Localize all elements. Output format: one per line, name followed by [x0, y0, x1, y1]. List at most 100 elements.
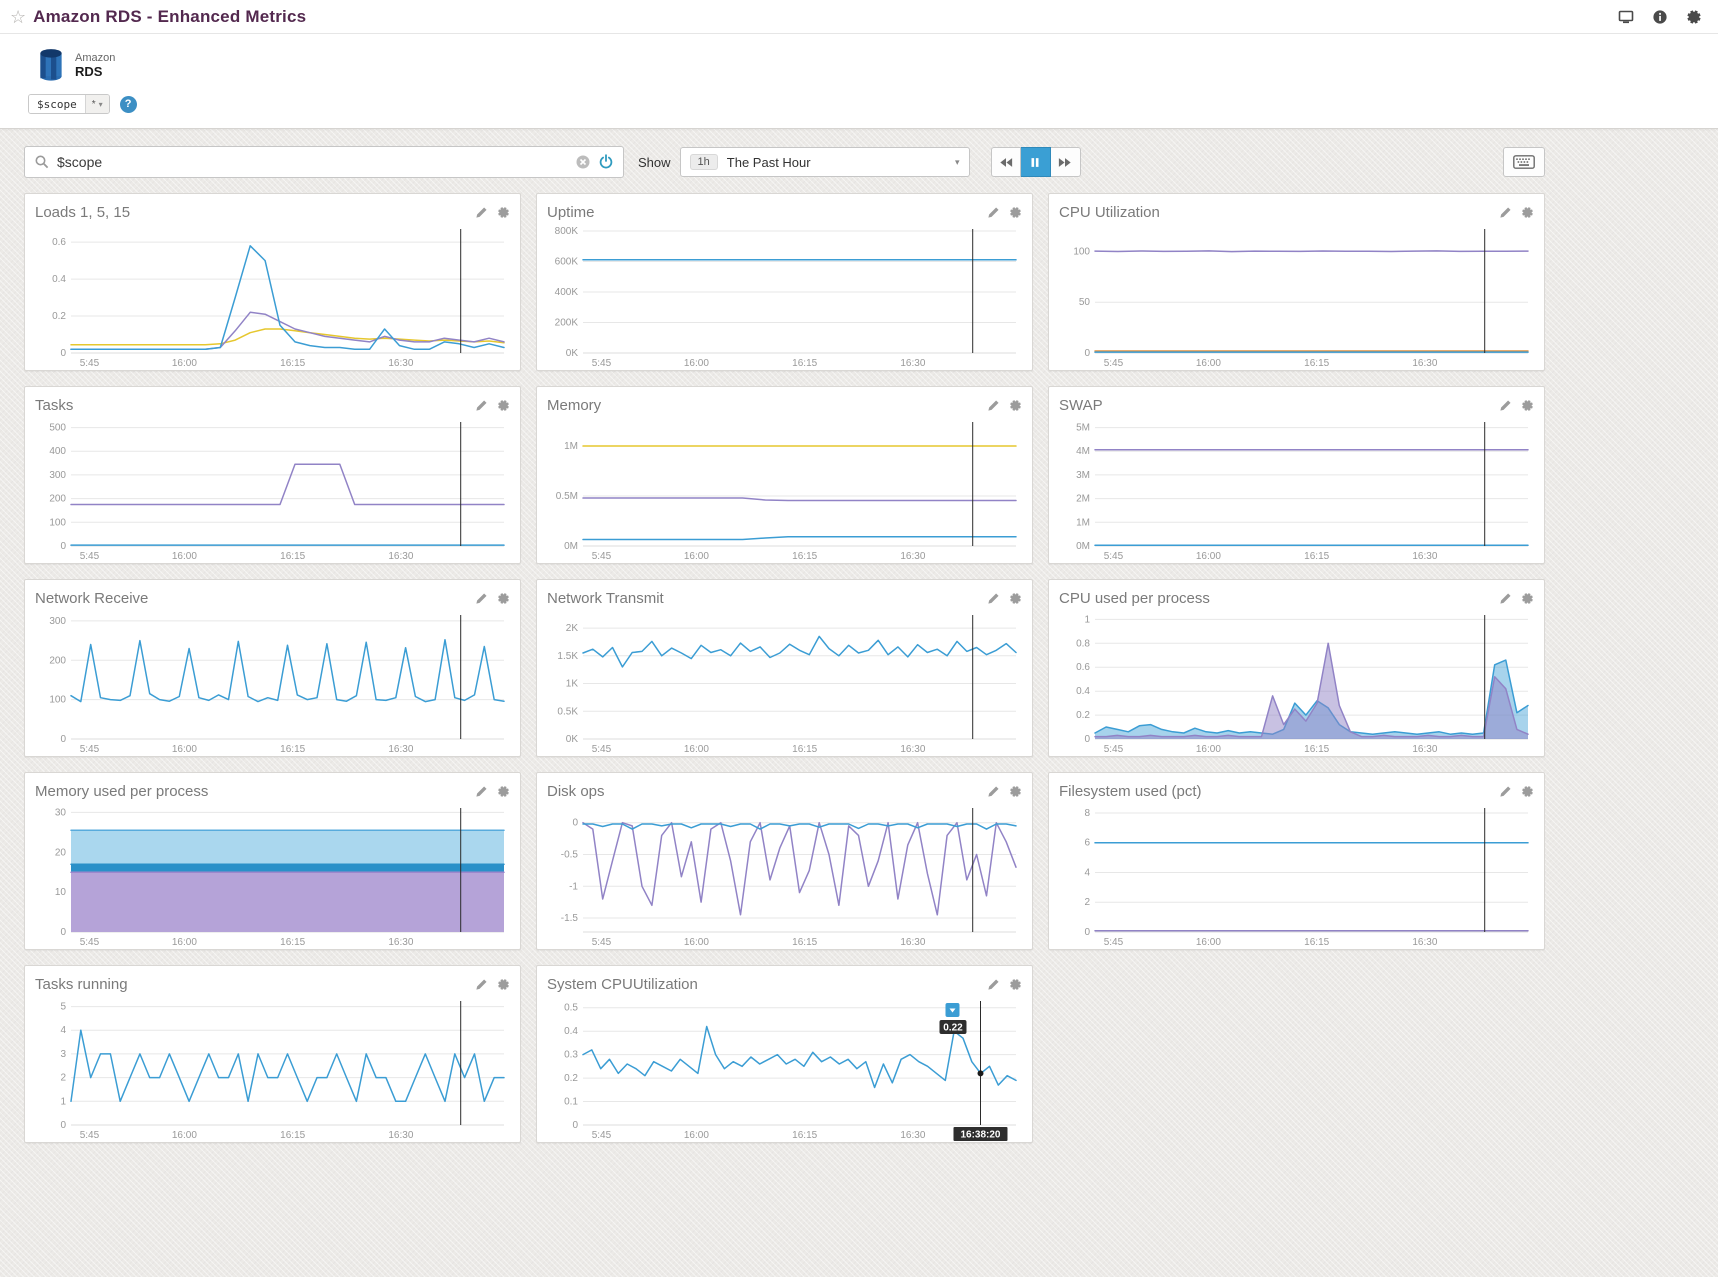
keyboard-shortcuts-button[interactable]	[1503, 147, 1545, 177]
edit-chart-icon[interactable]	[987, 592, 1000, 605]
chart-settings-icon[interactable]	[497, 206, 510, 219]
svg-text:16:30: 16:30	[388, 551, 413, 562]
svg-text:16:15: 16:15	[792, 1130, 817, 1141]
chart-canvas[interactable]: 00.10.20.30.40.55:4516:0016:1516:300.221…	[547, 996, 1022, 1142]
chart-canvas[interactable]: 0M0.5M1M5:4516:0016:1516:30	[547, 417, 1022, 563]
edit-chart-icon[interactable]	[1499, 592, 1512, 605]
playback-controls	[991, 147, 1081, 177]
chart-settings-icon[interactable]	[1521, 592, 1534, 605]
svg-text:0.4: 0.4	[564, 1026, 578, 1037]
gear-icon[interactable]	[1686, 8, 1706, 26]
chart-settings-icon[interactable]	[1521, 785, 1534, 798]
svg-text:0.8: 0.8	[1076, 638, 1090, 649]
svg-text:0.5K: 0.5K	[557, 706, 578, 717]
chart-settings-icon[interactable]	[497, 399, 510, 412]
svg-text:-1: -1	[569, 881, 578, 892]
scope-variable-value[interactable]: * ▾	[85, 95, 109, 113]
chart-settings-icon[interactable]	[1521, 399, 1534, 412]
chart-settings-icon[interactable]	[497, 785, 510, 798]
favorite-star-icon[interactable]: ☆	[10, 8, 26, 26]
display-icon[interactable]	[1618, 8, 1638, 26]
scope-variable-chip[interactable]: $scope * ▾	[28, 94, 110, 114]
chart-canvas[interactable]: 024685:4516:0016:1516:30	[1059, 803, 1534, 949]
info-icon[interactable]	[1652, 8, 1672, 26]
edit-chart-icon[interactable]	[1499, 785, 1512, 798]
svg-text:0: 0	[60, 541, 66, 552]
edit-chart-icon[interactable]	[1499, 399, 1512, 412]
chart-title: System CPUUtilization	[547, 976, 698, 993]
chart-panel-loads-1-5-15: Loads 1, 5, 1500.20.40.65:4516:0016:1516…	[24, 193, 521, 371]
svg-text:0: 0	[60, 1120, 66, 1131]
edit-chart-icon[interactable]	[475, 206, 488, 219]
amazon-rds-logo: Amazon RDS	[36, 48, 1718, 82]
svg-text:20: 20	[55, 847, 67, 858]
chart-canvas[interactable]: 0M1M2M3M4M5M5:4516:0016:1516:30	[1059, 417, 1534, 563]
scope-search-input[interactable]	[57, 154, 568, 170]
svg-text:16:15: 16:15	[792, 744, 817, 755]
chart-panel-disk-ops: Disk ops0-0.5-1-1.55:4516:0016:1516:30	[536, 772, 1033, 950]
edit-chart-icon[interactable]	[475, 592, 488, 605]
chart-title: Uptime	[547, 204, 595, 221]
fast-forward-button[interactable]	[1051, 147, 1081, 177]
svg-text:16:00: 16:00	[684, 744, 709, 755]
svg-text:5:45: 5:45	[80, 358, 100, 369]
rewind-button[interactable]	[991, 147, 1021, 177]
pause-button[interactable]	[1021, 147, 1051, 177]
scope-search-box[interactable]	[24, 146, 624, 178]
svg-text:0.4: 0.4	[52, 274, 66, 285]
svg-text:16:30: 16:30	[900, 937, 925, 948]
chart-canvas[interactable]: 0K200K400K600K800K5:4516:0016:1516:30	[547, 224, 1022, 370]
time-range-select[interactable]: 1h The Past Hour ▾	[680, 147, 970, 177]
chart-canvas[interactable]: 01020305:4516:0016:1516:30	[35, 803, 510, 949]
dashboard-toolbar: Show 1h The Past Hour ▾	[24, 146, 1545, 178]
svg-text:16:00: 16:00	[172, 358, 197, 369]
chart-settings-icon[interactable]	[497, 978, 510, 991]
edit-chart-icon[interactable]	[475, 399, 488, 412]
svg-text:300: 300	[49, 616, 66, 627]
chart-title: Memory	[547, 397, 601, 414]
svg-text:0.2: 0.2	[564, 1073, 578, 1084]
chart-settings-icon[interactable]	[1009, 592, 1022, 605]
edit-chart-icon[interactable]	[1499, 206, 1512, 219]
svg-text:200K: 200K	[555, 318, 579, 329]
edit-chart-icon[interactable]	[987, 399, 1000, 412]
chart-settings-icon[interactable]	[1009, 399, 1022, 412]
chart-canvas[interactable]: 0-0.5-1-1.55:4516:0016:1516:30	[547, 803, 1022, 949]
edit-chart-icon[interactable]	[475, 785, 488, 798]
chart-panel-uptime: Uptime 0K200K400K600K800K5:4516:0016:1516…	[536, 193, 1033, 371]
svg-text:16:00: 16:00	[1196, 937, 1221, 948]
edit-chart-icon[interactable]	[987, 206, 1000, 219]
svg-text:5: 5	[60, 1002, 66, 1013]
svg-text:5:45: 5:45	[80, 1130, 100, 1141]
edit-chart-icon[interactable]	[475, 978, 488, 991]
svg-text:5:45: 5:45	[1104, 744, 1124, 755]
search-icon	[34, 154, 50, 170]
chart-canvas[interactable]: 01002003005:4516:0016:1516:30	[35, 610, 510, 756]
chart-settings-icon[interactable]	[1009, 785, 1022, 798]
edit-chart-icon[interactable]	[987, 785, 1000, 798]
help-icon[interactable]: ?	[120, 96, 137, 113]
chart-canvas[interactable]: 01002003004005005:4516:0016:1516:30	[35, 417, 510, 563]
chevron-down-icon: ▾	[955, 157, 960, 168]
edit-chart-icon[interactable]	[987, 978, 1000, 991]
refresh-power-icon[interactable]	[598, 154, 614, 170]
svg-text:200: 200	[49, 494, 66, 505]
chart-canvas[interactable]: 0123455:4516:0016:1516:30	[35, 996, 510, 1142]
chart-canvas[interactable]: 0501005:4516:0016:1516:30	[1059, 224, 1534, 370]
chart-title: CPU used per process	[1059, 590, 1210, 607]
svg-text:5:45: 5:45	[592, 358, 612, 369]
chart-settings-icon[interactable]	[1521, 206, 1534, 219]
chart-settings-icon[interactable]	[497, 592, 510, 605]
chart-canvas[interactable]: 00.20.40.65:4516:0016:1516:30	[35, 224, 510, 370]
clear-icon[interactable]	[575, 154, 591, 170]
chart-title: Network Receive	[35, 590, 148, 607]
svg-text:16:38:20: 16:38:20	[960, 1130, 1000, 1141]
chart-settings-icon[interactable]	[1009, 978, 1022, 991]
chart-canvas[interactable]: 0K0.5K1K1.5K2K5:4516:0016:1516:30	[547, 610, 1022, 756]
time-range-group: Show 1h The Past Hour ▾	[638, 147, 1081, 177]
svg-text:16:30: 16:30	[388, 744, 413, 755]
svg-text:0.2: 0.2	[52, 311, 66, 322]
chart-canvas[interactable]: 00.20.40.60.815:4516:0016:1516:30	[1059, 610, 1534, 756]
svg-text:5:45: 5:45	[1104, 358, 1124, 369]
chart-settings-icon[interactable]	[1009, 206, 1022, 219]
